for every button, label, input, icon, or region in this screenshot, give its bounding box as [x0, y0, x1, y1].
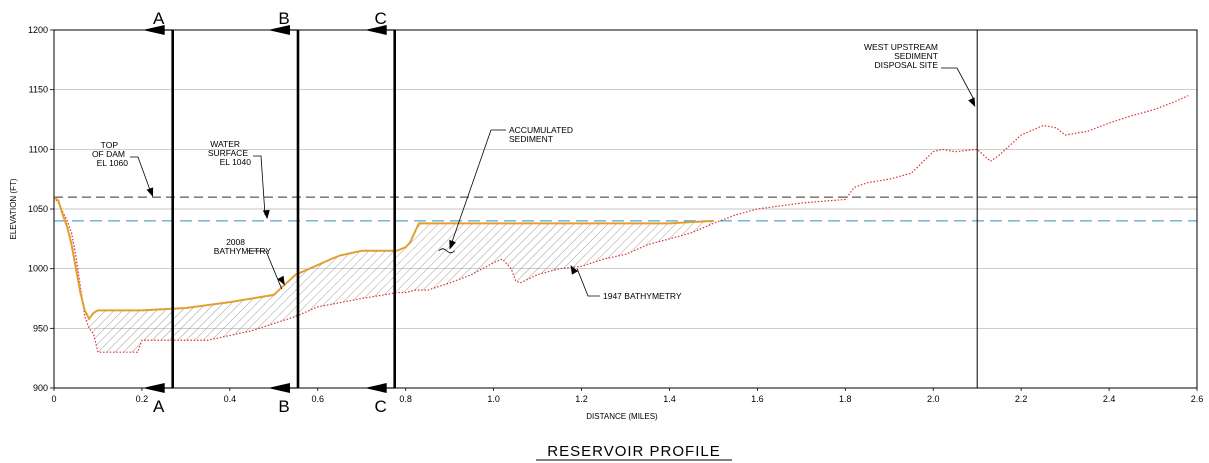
y-tick-label-1050: 1050: [28, 204, 48, 214]
bathymetry-1947-label: 1947 BATHYMETRY: [603, 291, 682, 301]
x-tick-label-1: 0.2: [136, 394, 149, 404]
x-tick-label-0: 0: [51, 394, 56, 404]
x-tick-label-5: 1.0: [487, 394, 500, 404]
accumulated-sediment-leader: [451, 129, 506, 243]
bathymetry-2008-label-1: BATHYMETRY: [214, 246, 272, 256]
bathymetry-2008-leader: [247, 250, 283, 290]
water-surface-label-0: WATER: [210, 139, 240, 149]
disposal-site-label-1: SEDIMENT: [894, 51, 938, 61]
section-label-bottom-B: B: [278, 397, 289, 416]
water-surface-label-1: SURFACE: [208, 148, 248, 158]
disposal-site-label-0: WEST UPSTREAM: [864, 42, 938, 52]
section-label-top-C: C: [375, 9, 387, 28]
y-axis-label: ELEVATION (FT): [9, 178, 18, 239]
accumulated-sediment-arrow: [449, 239, 456, 250]
y-tick-label-1100: 1100: [29, 144, 48, 154]
x-tick-label-6: 1.2: [575, 394, 588, 404]
x-tick-label-2: 0.4: [224, 394, 237, 404]
bathymetry-2008-arrow: [277, 275, 285, 286]
section-label-bottom-A: A: [153, 397, 165, 416]
x-tick-label-9: 1.8: [839, 394, 852, 404]
sediment-fill: [54, 197, 714, 353]
top-of-dam-leader: [130, 156, 151, 191]
sediment-hatch-area: [54, 197, 714, 353]
y-tick-label-1000: 1000: [28, 264, 48, 274]
x-axis-label: DISTANCE (MILES): [586, 412, 658, 421]
water-surface-arrow: [262, 209, 270, 220]
water-surface-label-2: EL 1040: [220, 157, 252, 167]
top-of-dam-label-2: EL 1060: [97, 158, 129, 168]
x-tick-label-12: 2.4: [1103, 394, 1116, 404]
bathymetry-2008-label-0: 2008: [226, 237, 245, 247]
y-tick-label-1150: 1150: [29, 85, 48, 95]
disposal-site-label-2: DISPOSAL SITE: [875, 60, 939, 70]
accumulated-sediment-label-1: SEDIMENT: [509, 134, 553, 144]
x-tick-label-13: 2.6: [1191, 394, 1204, 404]
disposal-site-leader: [941, 67, 975, 101]
x-tick-label-4: 0.8: [399, 394, 412, 404]
chart-title: RESERVOIR PROFILE: [547, 443, 720, 460]
top-of-dam-label-0: TOP: [101, 140, 119, 150]
top-of-dam-label-1: OF DAM: [92, 149, 125, 159]
series-line-1947-bathymetry: [53, 95, 1189, 353]
accumulated-sediment-label-0: ACCUMULATED: [509, 125, 573, 135]
section-label-top-A: A: [153, 9, 165, 28]
series-lines: [53, 95, 1189, 353]
reference-lines: [54, 196, 1197, 222]
bathymetry-1947-arrow: [570, 265, 579, 275]
x-tick-label-3: 0.6: [312, 394, 325, 404]
axes: 900 950 1000 1050 1100 1150 1200 0 0.2 0.4 0.6 0.8 1…: [9, 25, 1204, 461]
disposal-site-arrow: [968, 97, 976, 107]
y-tick-label-1200: 1200: [28, 25, 48, 35]
series-line-2008-bathymetry: [53, 196, 714, 321]
top-of-dam-arrow: [146, 187, 154, 197]
y-tick-label-950: 950: [33, 323, 48, 333]
x-tick-label-11: 2.2: [1015, 394, 1028, 404]
y-tick-label-900: 900: [33, 383, 48, 393]
water-surface-leader: [253, 155, 266, 215]
x-tick-label-7: 1.4: [663, 394, 676, 404]
x-tick-label-10: 2.0: [927, 394, 940, 404]
accumulated-sediment-squiggle: [438, 248, 455, 254]
section-label-top-B: B: [278, 9, 289, 28]
section-label-bottom-C: C: [375, 397, 387, 416]
x-tick-label-8: 1.6: [751, 394, 764, 404]
bathymetry-1947-leader: [576, 268, 600, 297]
